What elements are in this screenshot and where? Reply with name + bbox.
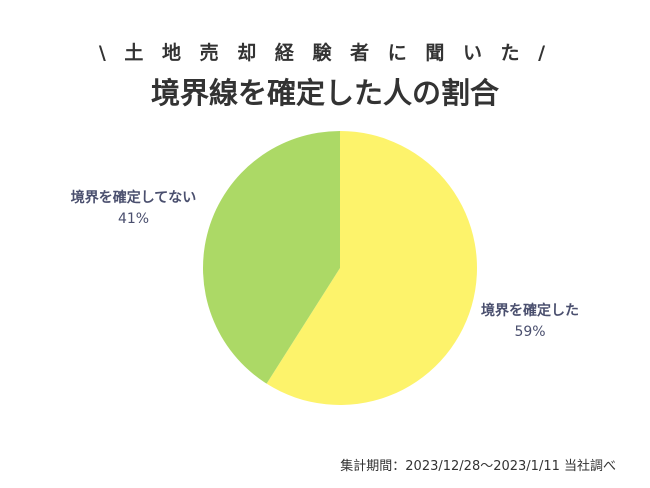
footnote: 集計期間：2023/12/28〜2023/1/11 当社調べ (340, 459, 616, 474)
slice-label-not-confirmed: 境界を確定してない 41% (46, 188, 221, 230)
chart-subtitle: \ 土 地 売 却 経 験 者 に 聞 い た / (98, 42, 552, 64)
chart-title: 境界線を確定した人の割合 (150, 76, 499, 110)
pie-slice-not-confirmed (203, 131, 340, 384)
slice-name-not-confirmed: 境界を確定してない (70, 190, 197, 206)
slice-value-not-confirmed: 41% (117, 211, 150, 227)
pie-slice-confirmed (266, 131, 478, 406)
slice-value-confirmed: 59% (514, 324, 546, 340)
slice-name-confirmed: 境界を確定した (481, 303, 579, 319)
slice-label-confirmed: 境界を確定した 59% (465, 301, 595, 343)
